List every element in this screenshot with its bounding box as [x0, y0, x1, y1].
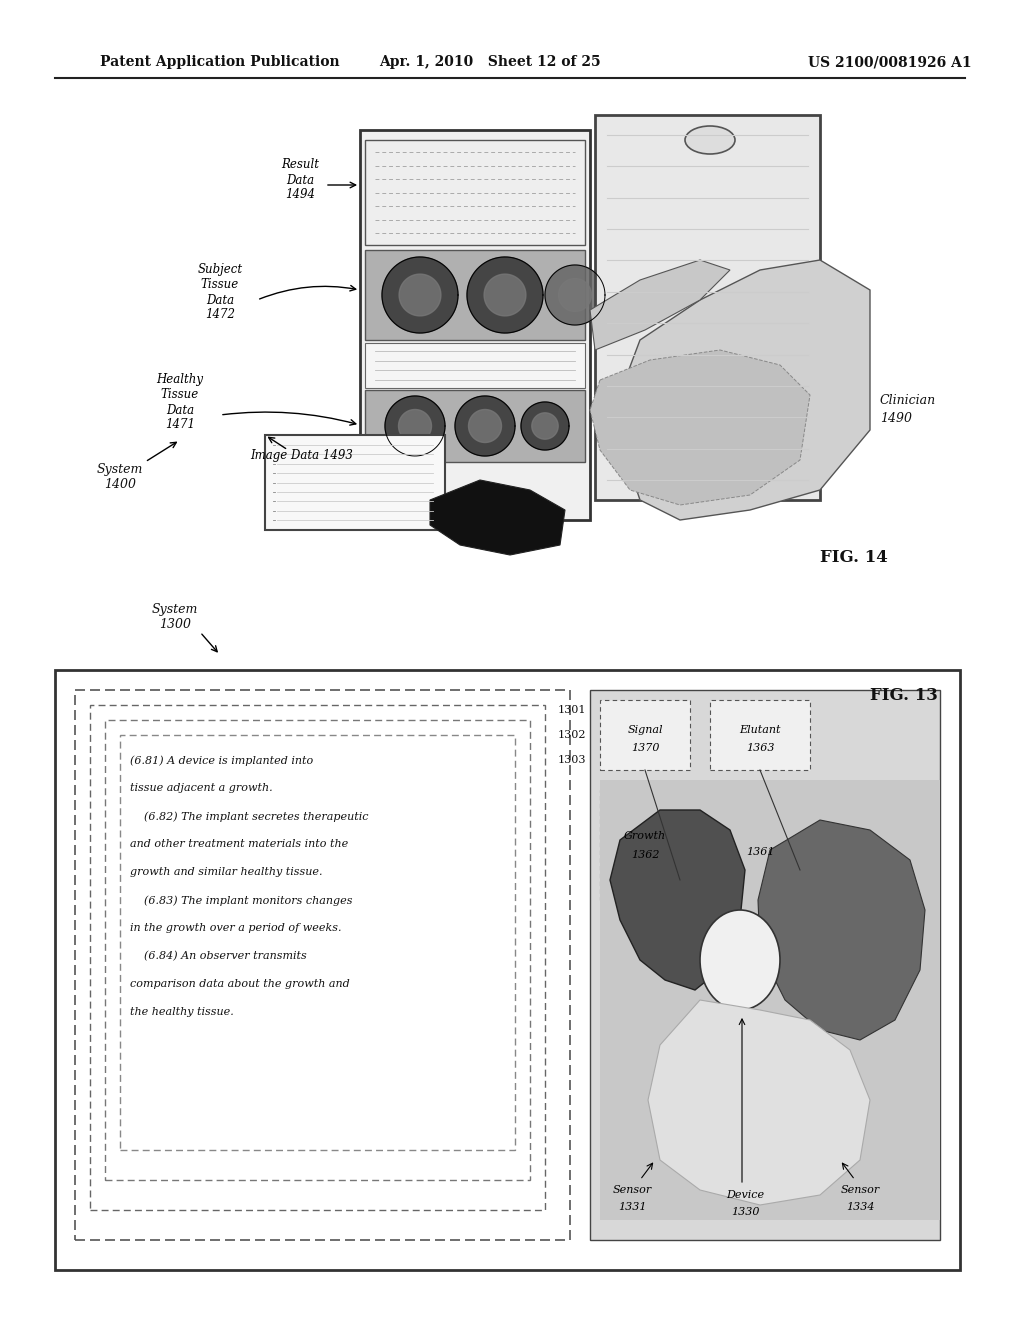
Text: growth and similar healthy tissue.: growth and similar healthy tissue.: [130, 867, 323, 876]
Text: FIG. 13: FIG. 13: [870, 686, 938, 704]
Text: in the growth over a period of weeks.: in the growth over a period of weeks.: [130, 923, 341, 933]
Bar: [600, 789, 690, 900]
Text: 1303: 1303: [558, 755, 587, 766]
Text: Data: Data: [206, 293, 234, 306]
Text: (6.84) An observer transmits: (6.84) An observer transmits: [130, 950, 307, 961]
Polygon shape: [590, 350, 810, 506]
Text: Sensor: Sensor: [612, 1185, 651, 1195]
Text: 1490: 1490: [880, 412, 912, 425]
Text: Clinician: Clinician: [880, 393, 936, 407]
Text: Elutant: Elutant: [739, 725, 780, 735]
Bar: [265, 436, 445, 531]
Polygon shape: [600, 780, 940, 1220]
Text: 1300: 1300: [159, 619, 191, 631]
Text: Apr. 1, 2010   Sheet 12 of 25: Apr. 1, 2010 Sheet 12 of 25: [379, 55, 601, 69]
Polygon shape: [455, 396, 515, 455]
Bar: [710, 810, 810, 900]
Bar: [360, 129, 590, 520]
Bar: [365, 249, 585, 341]
Bar: [590, 690, 940, 1239]
Bar: [600, 700, 690, 770]
Bar: [120, 735, 515, 1150]
Text: Result: Result: [281, 158, 319, 172]
Text: 1334: 1334: [846, 1203, 874, 1212]
Polygon shape: [545, 265, 605, 325]
Polygon shape: [620, 260, 870, 520]
Text: Data: Data: [286, 173, 314, 186]
Text: System: System: [97, 463, 143, 477]
Text: (6.82) The implant secretes therapeutic: (6.82) The implant secretes therapeutic: [130, 810, 369, 821]
Ellipse shape: [700, 909, 780, 1010]
Text: 1302: 1302: [558, 730, 587, 741]
Text: 1400: 1400: [104, 479, 136, 491]
Text: (6.81) A device is implanted into: (6.81) A device is implanted into: [130, 755, 313, 766]
Text: tissue adjacent a growth.: tissue adjacent a growth.: [130, 783, 272, 793]
Text: 1331: 1331: [617, 1203, 646, 1212]
Ellipse shape: [685, 125, 735, 154]
Text: Signal: Signal: [628, 725, 663, 735]
Polygon shape: [484, 275, 526, 315]
Text: comparison data about the growth and: comparison data about the growth and: [130, 979, 350, 989]
Bar: [710, 700, 810, 770]
Polygon shape: [467, 257, 543, 333]
Bar: [75, 690, 570, 1239]
Text: System: System: [152, 603, 199, 616]
Polygon shape: [398, 409, 431, 442]
Polygon shape: [531, 413, 558, 440]
Bar: [90, 705, 545, 1210]
Text: Growth: Growth: [624, 832, 666, 841]
Text: and other treatment materials into the: and other treatment materials into the: [130, 840, 348, 849]
Text: Patent Application Publication: Patent Application Publication: [100, 55, 340, 69]
Polygon shape: [610, 810, 745, 990]
Text: Subject: Subject: [198, 264, 243, 276]
Text: Tissue: Tissue: [161, 388, 199, 401]
Text: Device: Device: [726, 1191, 764, 1200]
Text: 1472: 1472: [205, 309, 234, 322]
Polygon shape: [385, 396, 445, 455]
Text: (6.83) The implant monitors changes: (6.83) The implant monitors changes: [130, 895, 352, 906]
Text: FIG. 14: FIG. 14: [820, 549, 888, 566]
Polygon shape: [399, 275, 441, 315]
Bar: [105, 719, 530, 1180]
Bar: [55, 671, 961, 1270]
Text: 1494: 1494: [285, 189, 315, 202]
Text: 1362: 1362: [631, 850, 659, 861]
Bar: [365, 343, 585, 388]
Text: 1361: 1361: [745, 847, 774, 857]
Polygon shape: [430, 480, 565, 554]
Text: Image Data 1493: Image Data 1493: [250, 449, 353, 462]
Text: US 2100/0081926 A1: US 2100/0081926 A1: [808, 55, 972, 69]
Text: Sensor: Sensor: [841, 1185, 880, 1195]
Text: 1370: 1370: [631, 743, 659, 752]
Text: Tissue: Tissue: [201, 279, 240, 292]
Polygon shape: [382, 257, 458, 333]
Text: Data: Data: [166, 404, 195, 417]
Polygon shape: [590, 260, 730, 350]
Text: 1301: 1301: [558, 705, 587, 715]
Bar: [595, 115, 820, 500]
Text: Healthy: Healthy: [157, 374, 204, 387]
Text: 1471: 1471: [165, 418, 195, 432]
Polygon shape: [521, 403, 569, 450]
Polygon shape: [648, 1001, 870, 1205]
Bar: [365, 389, 585, 462]
Bar: [365, 140, 585, 246]
Polygon shape: [758, 820, 925, 1040]
Polygon shape: [558, 279, 592, 312]
Text: 1330: 1330: [731, 1206, 759, 1217]
Text: the healthy tissue.: the healthy tissue.: [130, 1007, 233, 1016]
Text: 1363: 1363: [745, 743, 774, 752]
Polygon shape: [469, 409, 502, 442]
